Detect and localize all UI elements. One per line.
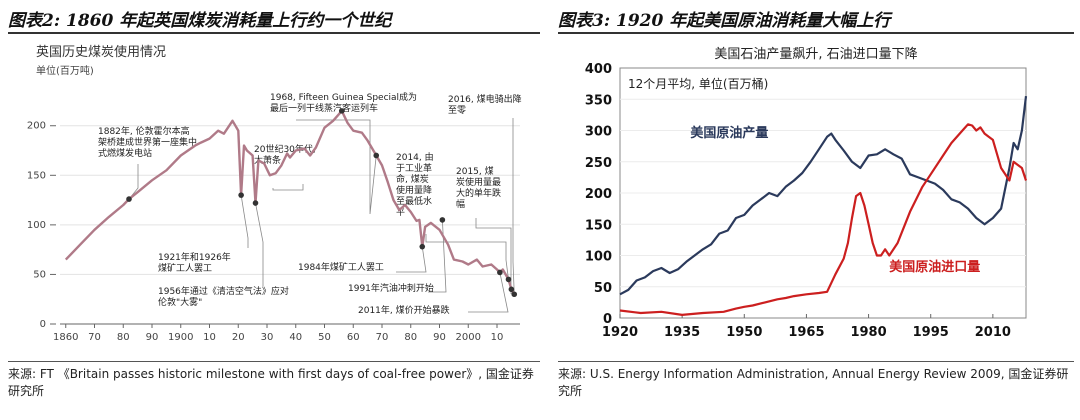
y-tick-label: 50 [594, 281, 612, 296]
event-point [511, 291, 518, 298]
x-tick-label: 1935 [664, 325, 700, 340]
event-point [373, 152, 380, 159]
annotation-text: 1968, Fifteen Guinea Special成为最后一列干线蒸汽客运… [270, 91, 417, 114]
annotation-leader [428, 219, 447, 293]
annotation-text: 1956年通过《清洁空气法》应对伦敦"大雾" [158, 285, 289, 308]
uk-coal-chart: 英国历史煤炭使用情况 单位(百万吨) 0 50 100 150 200 1860 70 80 9… [27, 44, 522, 343]
annotation-leader [468, 272, 509, 313]
event-point [252, 200, 259, 206]
x-tick-label: 20 [232, 332, 245, 343]
y-tick-label: 200 [27, 121, 46, 132]
annotation-leader [272, 184, 304, 191]
annotation-leader [255, 202, 264, 286]
event-point [126, 196, 132, 202]
x-tick-label: 30 [261, 332, 274, 343]
y-tick-label: 250 [585, 156, 612, 171]
x-tick-label: 70 [376, 332, 389, 343]
y-tick-label: 150 [27, 170, 46, 181]
annotation-text: 2016, 煤电骑出降至零 [448, 93, 522, 116]
chart-title: 英国历史煤炭使用情况 [36, 44, 166, 60]
series-line [64, 109, 516, 295]
x-tick-label: 1920 [602, 325, 638, 340]
annotation-text: 1991年汽油冲刺开始 [348, 282, 434, 294]
x-tick-label: 80 [117, 332, 130, 343]
left-source: 来源: FT 《Britain passes historic mileston… [8, 367, 534, 398]
left-title-rule [8, 32, 540, 34]
x-tick-label: 1860 [53, 332, 78, 343]
x-tick-label: 60 [347, 332, 360, 343]
y-tick-label: 400 [585, 62, 612, 77]
y-tick-label: 100 [585, 250, 612, 265]
x-tick-label: 90 [433, 332, 446, 343]
x-tick-label: 1995 [913, 325, 949, 340]
chart-subtitle: 12个月平均, 单位(百万桶) [628, 76, 768, 91]
annotation-text: 2011年, 煤价开始暴跌 [358, 304, 450, 316]
series-line [619, 123, 1028, 316]
annotation-leader [425, 234, 509, 280]
series-label-production: 美国原油产量 [690, 125, 768, 141]
annotation-text: 1984年煤矿工人罢工 [298, 261, 384, 273]
x-tick-label: 10 [203, 332, 216, 343]
x-tick-label: 10 [491, 332, 504, 343]
event-point [419, 243, 426, 250]
left-source-rule [8, 361, 540, 362]
x-tick-label: 80 [404, 332, 417, 343]
x-tick-label: 1980 [850, 325, 886, 340]
y-tick-label: 200 [585, 187, 612, 202]
right-source: 来源: U.S. Energy Information Administrati… [558, 367, 1069, 398]
us-oil-chart: 美国石油产量飙升, 石油进口量下降 0 50 100 150 200 250 300 350 4… [585, 46, 1028, 340]
x-tick-label: 1965 [788, 325, 824, 340]
annotation-text: 1882年, 伦敦霍尔本高架桥建成世界第一座集中式燃煤发电站 [98, 125, 197, 159]
event-point [338, 108, 345, 114]
y-axis-label: 单位(百万吨) [36, 64, 94, 77]
y-tick-label: 0 [603, 312, 612, 327]
right-title-rule [558, 32, 1074, 34]
x-tick-label: 2010 [975, 325, 1011, 340]
x-tick-label: 70 [88, 332, 101, 343]
y-tick-label: 150 [585, 218, 612, 233]
annotation-text: 2015, 煤炭使用量最大的单年跌幅 [456, 165, 501, 210]
series-label-imports: 美国原油进口量 [889, 259, 980, 275]
annotation-leader [512, 118, 515, 295]
x-tick-label: 1900 [168, 332, 193, 343]
x-tick-label: 2000 [456, 332, 481, 343]
right-figure-title: 图表3: 1920 年起美国原油消耗量大幅上行 [558, 11, 891, 31]
event-point [439, 217, 446, 223]
event-point [505, 276, 512, 283]
annotation-text: 2014, 由于工业革命, 煤炭使用量降至最低水平 [396, 151, 434, 218]
event-point [497, 269, 503, 276]
x-tick-label: 1950 [726, 325, 762, 340]
y-tick-label: 100 [27, 220, 46, 231]
annotation-text: 1921年和1926年煤矿工人罢工 [158, 251, 231, 274]
annotation-leader [475, 218, 512, 295]
right-source-rule [558, 361, 1074, 362]
annotation-text: 20世纪30年代,大萧条 [254, 143, 316, 166]
y-tick-label: 350 [585, 93, 612, 108]
event-point [238, 192, 244, 198]
x-tick-label: 40 [289, 332, 302, 343]
series-line [619, 95, 1028, 296]
chart-title: 美国石油产量飙升, 石油进口量下降 [714, 46, 917, 62]
y-tick-label: 0 [40, 319, 46, 330]
annotation-leader [396, 246, 427, 273]
x-tick-label: 50 [318, 332, 331, 343]
left-figure-title: 图表2: 1860 年起英国煤炭消耗量上行约一个世纪 [8, 11, 392, 31]
y-tick-label: 50 [33, 269, 46, 280]
event-point [508, 286, 515, 293]
x-tick-label: 90 [146, 332, 159, 343]
annotation-leader [240, 195, 249, 248]
y-tick-label: 300 [585, 125, 612, 140]
